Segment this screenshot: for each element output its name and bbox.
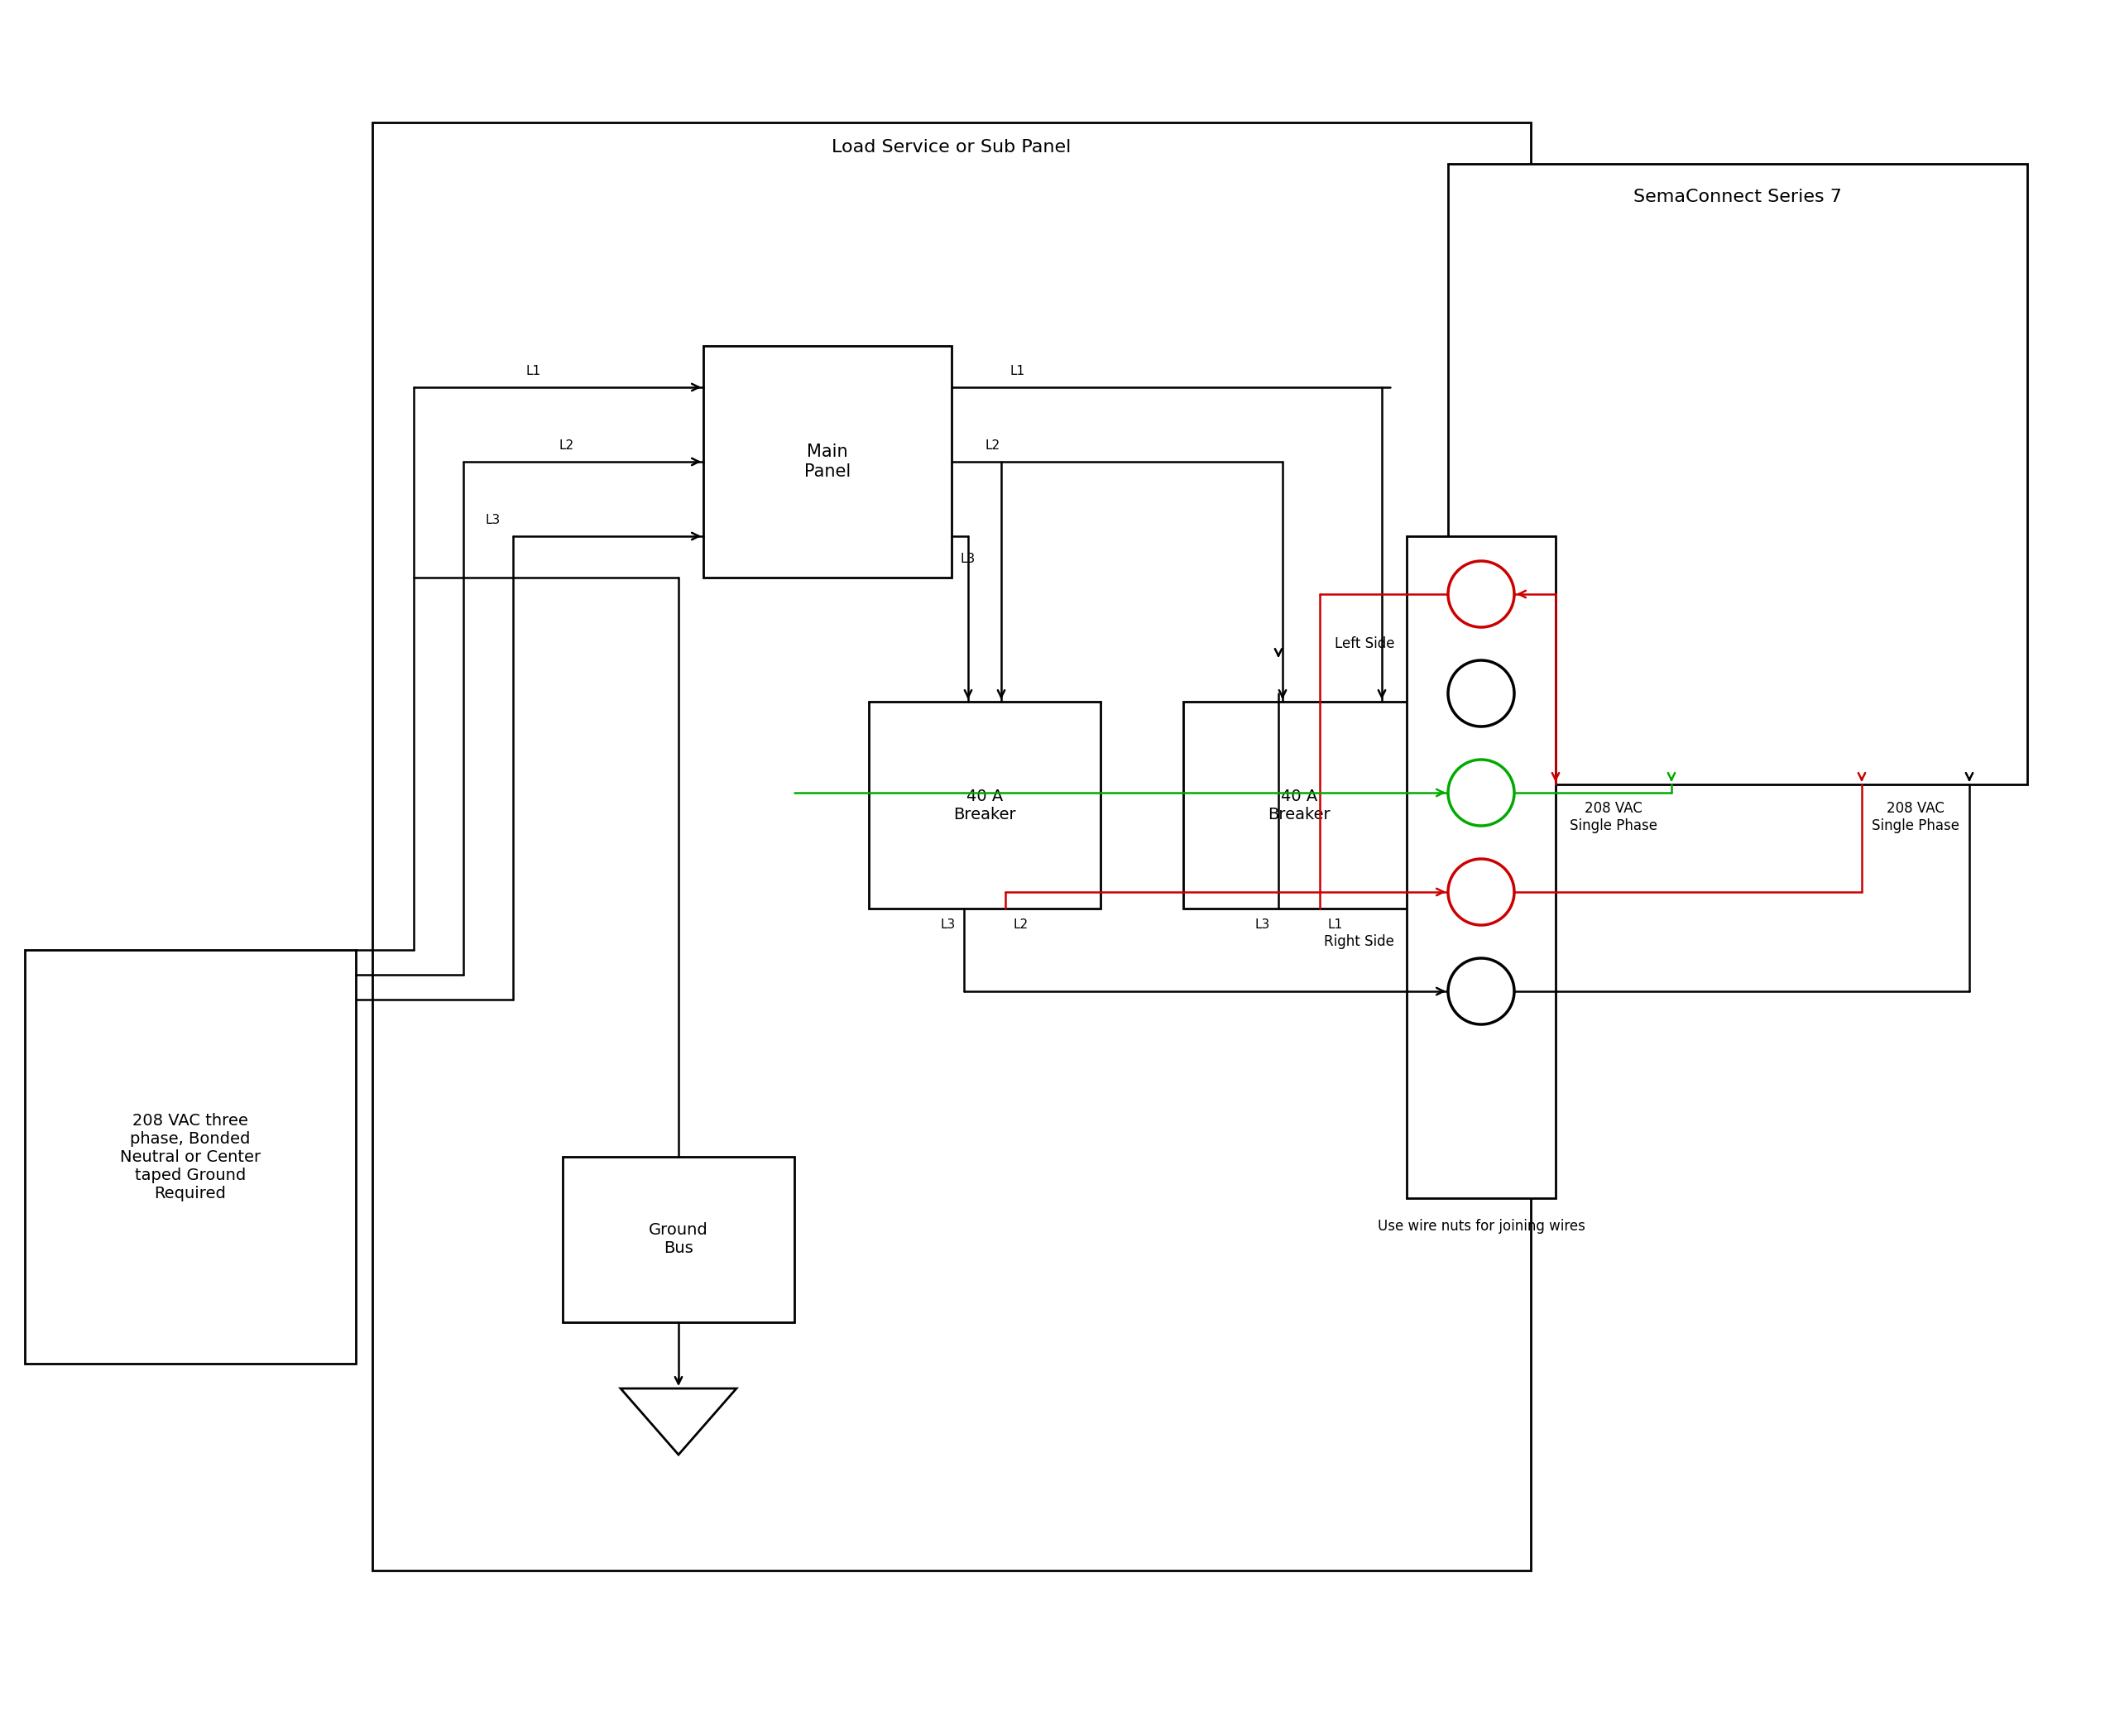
Circle shape bbox=[1447, 958, 1515, 1024]
Text: Ground
Bus: Ground Bus bbox=[648, 1222, 709, 1257]
Text: L2: L2 bbox=[985, 439, 1000, 451]
Bar bbox=[869, 701, 1101, 908]
Text: L3: L3 bbox=[485, 514, 500, 526]
Text: Left Side: Left Side bbox=[1334, 637, 1395, 651]
Bar bbox=[1184, 701, 1416, 908]
Bar bbox=[25, 950, 357, 1364]
Text: L3: L3 bbox=[941, 918, 956, 930]
Text: L1: L1 bbox=[1011, 365, 1025, 377]
Bar bbox=[371, 123, 1530, 1571]
Text: L1: L1 bbox=[1327, 918, 1344, 930]
Bar bbox=[1447, 163, 2028, 785]
Text: 208 VAC
Single Phase: 208 VAC Single Phase bbox=[1872, 800, 1960, 833]
Text: 208 VAC
Single Phase: 208 VAC Single Phase bbox=[1570, 800, 1656, 833]
Bar bbox=[703, 345, 952, 578]
Circle shape bbox=[1447, 859, 1515, 925]
Circle shape bbox=[1447, 561, 1515, 627]
Text: L3: L3 bbox=[1255, 918, 1270, 930]
Text: 40 A
Breaker: 40 A Breaker bbox=[1268, 788, 1331, 823]
Text: 40 A
Breaker: 40 A Breaker bbox=[954, 788, 1015, 823]
Bar bbox=[563, 1156, 793, 1323]
Text: SemaConnect Series 7: SemaConnect Series 7 bbox=[1633, 189, 1842, 205]
Text: Use wire nuts for joining wires: Use wire nuts for joining wires bbox=[1378, 1219, 1585, 1234]
Text: 208 VAC three
phase, Bonded
Neutral or Center
taped Ground
Required: 208 VAC three phase, Bonded Neutral or C… bbox=[120, 1113, 262, 1201]
Text: Right Side: Right Side bbox=[1325, 934, 1395, 950]
Text: L2: L2 bbox=[1013, 918, 1030, 930]
Polygon shape bbox=[620, 1389, 736, 1455]
Text: L1: L1 bbox=[525, 365, 540, 377]
Circle shape bbox=[1447, 660, 1515, 726]
Text: L3: L3 bbox=[960, 552, 975, 566]
Text: Load Service or Sub Panel: Load Service or Sub Panel bbox=[831, 139, 1072, 156]
Text: L2: L2 bbox=[559, 439, 574, 451]
Circle shape bbox=[1447, 760, 1515, 826]
Text: Main
Panel: Main Panel bbox=[804, 444, 850, 479]
Bar bbox=[1407, 536, 1555, 1198]
